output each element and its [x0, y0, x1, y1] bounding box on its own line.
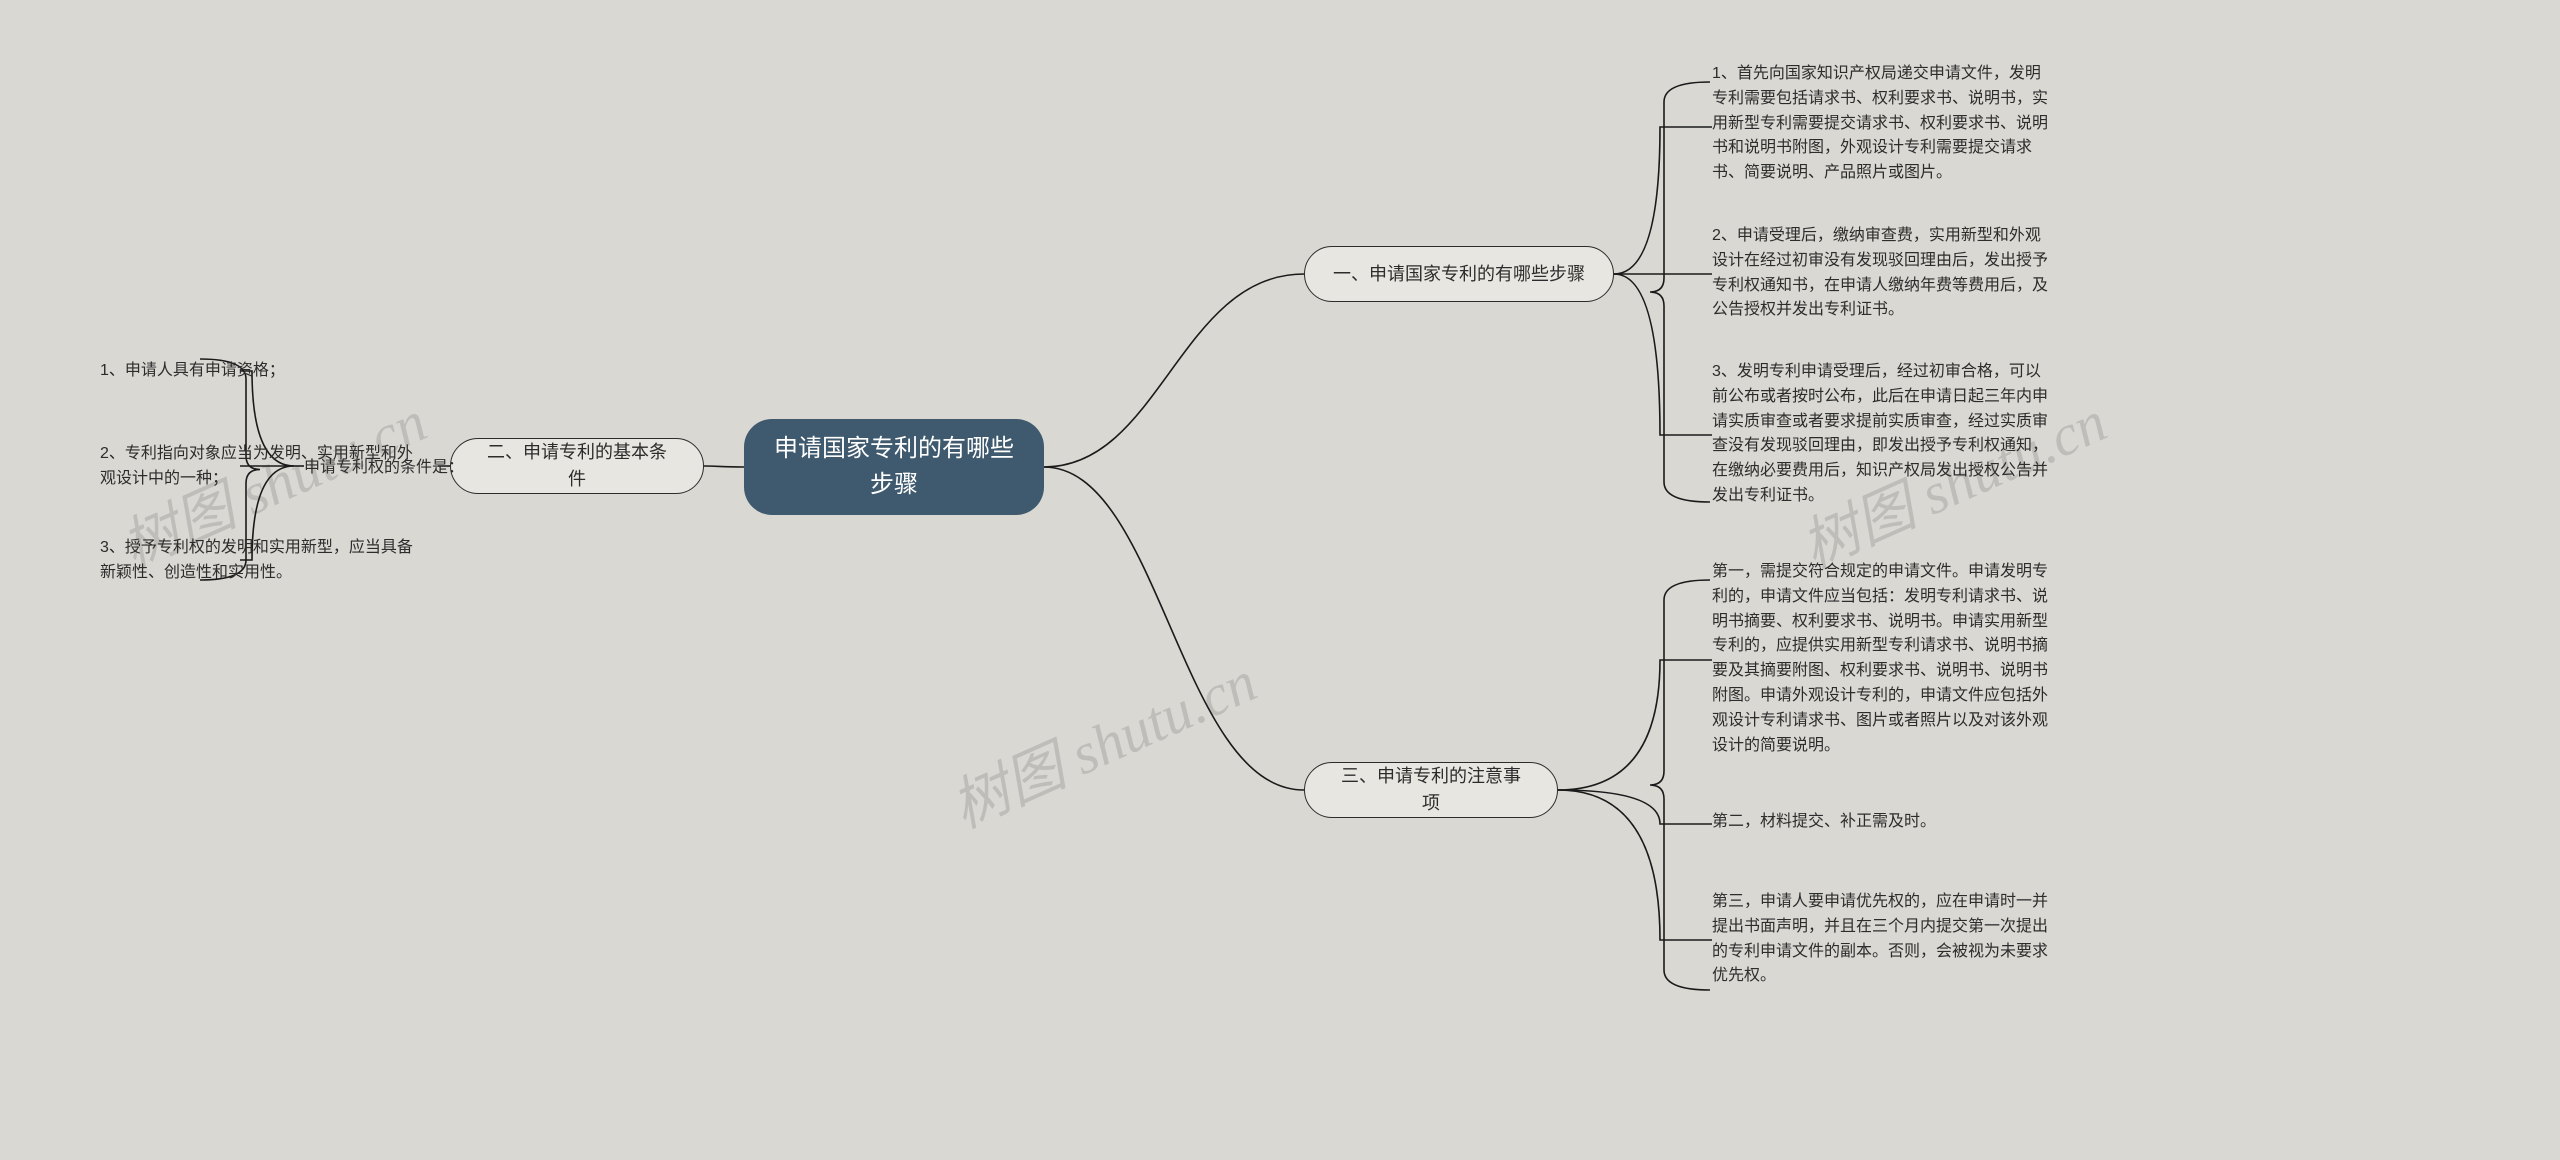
connector	[1558, 660, 1712, 790]
leaf-node[interactable]: 3、授予专利权的发明和实用新型，应当具备新颖性、创造性和实用性。	[100, 536, 428, 584]
bracket	[1650, 82, 1710, 502]
leaf-node[interactable]: 3、发明专利申请受理后，经过初审合格，可以前公布或者按时公布，此后在申请日起三年…	[1712, 360, 2052, 510]
leaf-node[interactable]: 第二，材料提交、补正需及时。	[1712, 810, 2052, 840]
leaf-node[interactable]: 2、专利指向对象应当为发明、实用新型和外观设计中的一种；	[100, 442, 428, 490]
leaf-node[interactable]: 2、申请受理后，缴纳审查费，实用新型和外观设计在经过初审没有发现驳回理由后，发出…	[1712, 224, 2052, 328]
branch-node[interactable]: 二、申请专利的基本条件	[450, 438, 704, 494]
branch-node[interactable]: 一、申请国家专利的有哪些步骤	[1304, 246, 1614, 302]
root-node[interactable]: 申请国家专利的有哪些步骤	[744, 419, 1044, 515]
connector	[1044, 467, 1304, 790]
bracket	[1650, 580, 1710, 990]
connector	[1614, 127, 1712, 274]
watermark: 树图 shutu.cn	[936, 635, 1267, 844]
mindmap-canvas: 树图 shutu.cn树图 shutu.cn树图 shutu.cn申请国家专利的…	[0, 0, 2560, 1160]
branch-node[interactable]: 三、申请专利的注意事项	[1304, 762, 1558, 818]
connector	[1044, 274, 1304, 467]
connector	[704, 466, 744, 467]
connector	[1558, 790, 1712, 940]
connector	[1558, 790, 1712, 824]
leaf-node[interactable]: 1、申请人具有申请资格；	[100, 359, 300, 383]
leaf-node[interactable]: 第三，申请人要申请优先权的，应在申请时一并提出书面声明，并且在三个月内提交第一次…	[1712, 890, 2052, 994]
leaf-node[interactable]: 第一，需提交符合规定的申请文件。申请发明专利的，申请文件应当包括：发明专利请求书…	[1712, 560, 2052, 760]
leaf-node[interactable]: 1、首先向国家知识产权局递交申请文件，发明专利需要包括请求书、权利要求书、说明书…	[1712, 62, 2052, 192]
connector	[1614, 274, 1712, 435]
